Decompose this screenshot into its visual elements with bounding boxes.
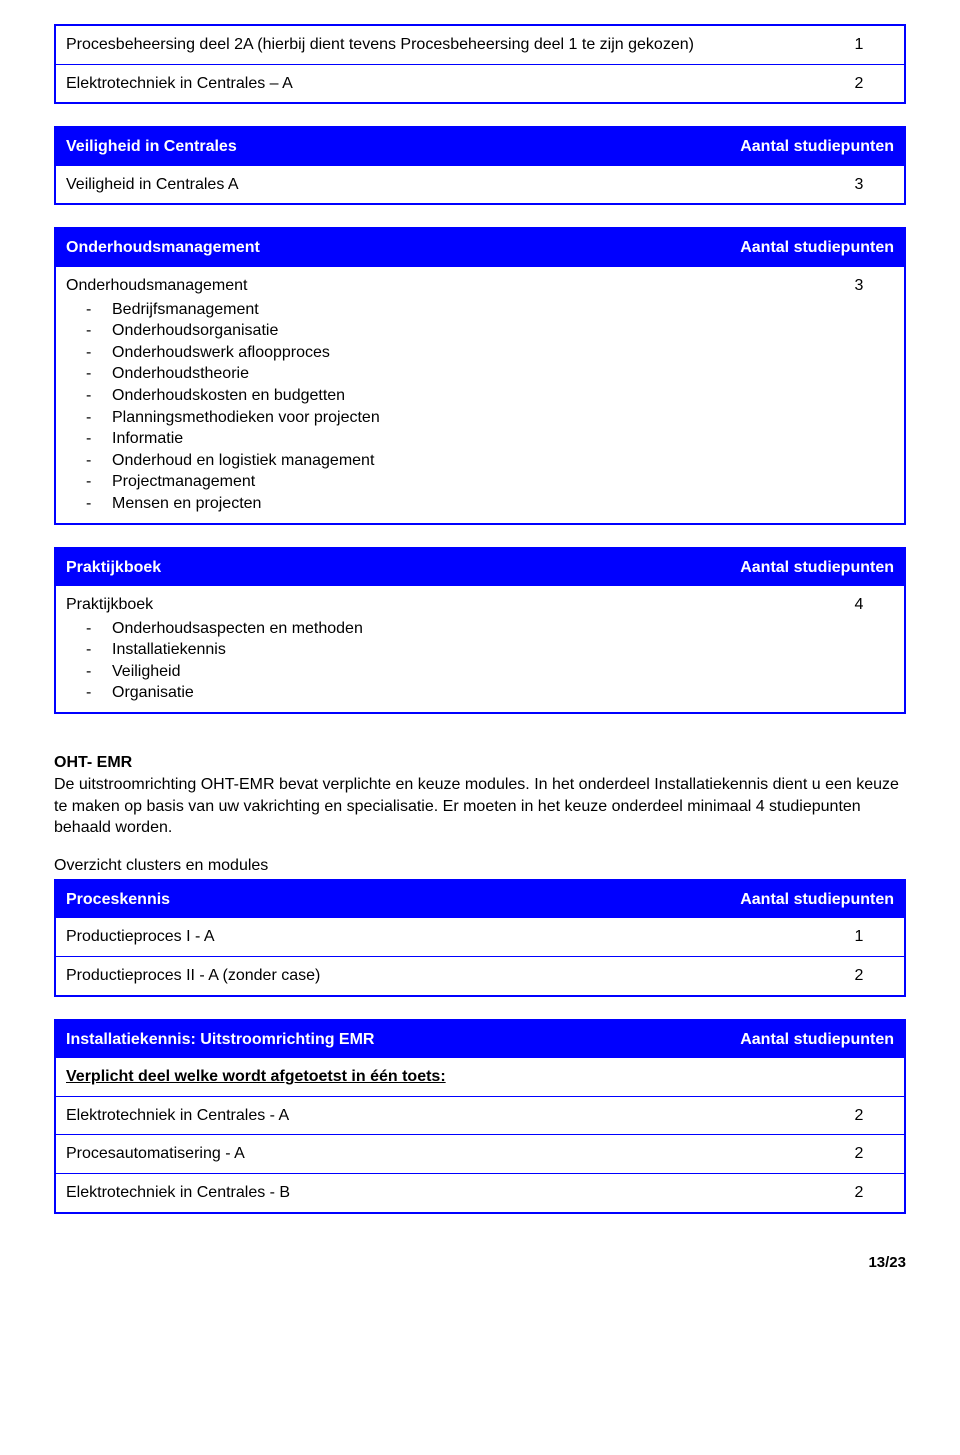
- row-label: Elektrotechniek in Centrales – A: [56, 64, 814, 103]
- table-veiligheid: Veiligheid in Centrales Aantal studiepun…: [54, 126, 906, 205]
- list-item: Informatie: [86, 428, 804, 450]
- header-right: Aantal studiepunten: [730, 549, 904, 587]
- table-proceskennis: Proceskennis Aantal studiepunten Product…: [54, 879, 906, 997]
- table-row: Procesbeheersing deel 2A (hierbij dient …: [56, 26, 904, 64]
- list-item: Onderhoudstheorie: [86, 363, 804, 385]
- subhead-overzicht: Overzicht clusters en modules: [54, 857, 906, 875]
- header-right: Aantal studiepunten: [730, 128, 904, 166]
- list-item: Planningsmethodieken voor projecten: [86, 407, 804, 429]
- header-left: Praktijkboek: [56, 549, 730, 587]
- table-row: Productieproces I - A 1: [56, 918, 904, 956]
- row-value: 2: [814, 64, 904, 103]
- list-item: Projectmanagement: [86, 471, 804, 493]
- row-value: 1: [814, 26, 904, 64]
- header-right: Aantal studiepunten: [730, 881, 904, 919]
- header-right: Aantal studiepunten: [730, 229, 904, 267]
- list-item: Onderhoudsorganisatie: [86, 320, 804, 342]
- row-label: Procesbeheersing deel 2A (hierbij dient …: [56, 26, 814, 64]
- subheading-text: Verplicht deel welke wordt afgetoetst in…: [66, 1068, 446, 1085]
- row-value: 1: [814, 918, 904, 956]
- row-label: Productieproces I - A: [56, 918, 814, 956]
- table-top: Procesbeheersing deel 2A (hierbij dient …: [54, 24, 906, 104]
- header-left: Installatiekennis: Uitstroomrichting EMR: [56, 1021, 730, 1059]
- row-label: Procesautomatisering - A: [56, 1134, 814, 1173]
- row-label: Productieproces II - A (zonder case): [56, 956, 814, 995]
- row-label: Elektrotechniek in Centrales - B: [56, 1173, 814, 1212]
- list-item: Onderhoudskosten en budgetten: [86, 385, 804, 407]
- bullet-list: Onderhoudsaspecten en methoden Installat…: [66, 618, 804, 704]
- table-row: Verplicht deel welke wordt afgetoetst in…: [56, 1058, 904, 1096]
- table-header: Proceskennis Aantal studiepunten: [56, 881, 904, 919]
- bullet-list: Bedrijfsmanagement Onderhoudsorganisatie…: [66, 299, 804, 515]
- row-value: 4: [814, 586, 904, 712]
- row-label: Onderhoudsmanagement: [66, 277, 247, 294]
- list-item: Onderhoudsaspecten en methoden: [86, 618, 804, 640]
- row-value: 3: [814, 166, 904, 204]
- section-heading-oht: OHT- EMR: [54, 754, 906, 772]
- header-left: Proceskennis: [56, 881, 730, 919]
- row-value: 2: [814, 1173, 904, 1212]
- row-detail: Praktijkboek Onderhoudsaspecten en metho…: [56, 586, 814, 712]
- subheading-cell: Verplicht deel welke wordt afgetoetst in…: [56, 1058, 814, 1096]
- header-left: Onderhoudsmanagement: [56, 229, 730, 267]
- header-left: Veiligheid in Centrales: [56, 128, 730, 166]
- table-header: Praktijkboek Aantal studiepunten: [56, 549, 904, 587]
- list-item: Veiligheid: [86, 661, 804, 683]
- table-row: Praktijkboek Onderhoudsaspecten en metho…: [56, 586, 904, 712]
- table-onderhoud: Onderhoudsmanagement Aantal studiepunten…: [54, 227, 906, 524]
- list-item: Organisatie: [86, 682, 804, 704]
- table-header: Onderhoudsmanagement Aantal studiepunten: [56, 229, 904, 267]
- row-value: 2: [814, 1096, 904, 1135]
- table-row: Procesautomatisering - A 2: [56, 1134, 904, 1173]
- table-row: Elektrotechniek in Centrales - B 2: [56, 1173, 904, 1212]
- list-item: Onderhoudswerk afloopproces: [86, 342, 804, 364]
- row-detail: Onderhoudsmanagement Bedrijfsmanagement …: [56, 267, 814, 523]
- row-label: Praktijkboek: [66, 596, 153, 613]
- list-item: Mensen en projecten: [86, 493, 804, 515]
- row-value: 2: [814, 1134, 904, 1173]
- table-row: Productieproces II - A (zonder case) 2: [56, 956, 904, 995]
- paragraph-oht: De uitstroomrichting OHT-EMR bevat verpl…: [54, 774, 906, 839]
- table-row: Elektrotechniek in Centrales – A 2: [56, 64, 904, 103]
- table-row: Veiligheid in Centrales A 3: [56, 166, 904, 204]
- list-item: Bedrijfsmanagement: [86, 299, 804, 321]
- table-header: Veiligheid in Centrales Aantal studiepun…: [56, 128, 904, 166]
- row-value-empty: [814, 1058, 904, 1096]
- list-item: Onderhoud en logistiek management: [86, 450, 804, 472]
- row-value: 3: [814, 267, 904, 523]
- table-praktijk: Praktijkboek Aantal studiepunten Praktij…: [54, 547, 906, 715]
- table-header: Installatiekennis: Uitstroomrichting EMR…: [56, 1021, 904, 1059]
- page-number: 13/23: [54, 1254, 906, 1271]
- row-label: Elektrotechniek in Centrales - A: [56, 1096, 814, 1135]
- row-label: Veiligheid in Centrales A: [56, 166, 814, 204]
- table-row: Onderhoudsmanagement Bedrijfsmanagement …: [56, 267, 904, 523]
- table-installatie: Installatiekennis: Uitstroomrichting EMR…: [54, 1019, 906, 1214]
- row-value: 2: [814, 956, 904, 995]
- header-right: Aantal studiepunten: [730, 1021, 904, 1059]
- list-item: Installatiekennis: [86, 639, 804, 661]
- table-row: Elektrotechniek in Centrales - A 2: [56, 1096, 904, 1135]
